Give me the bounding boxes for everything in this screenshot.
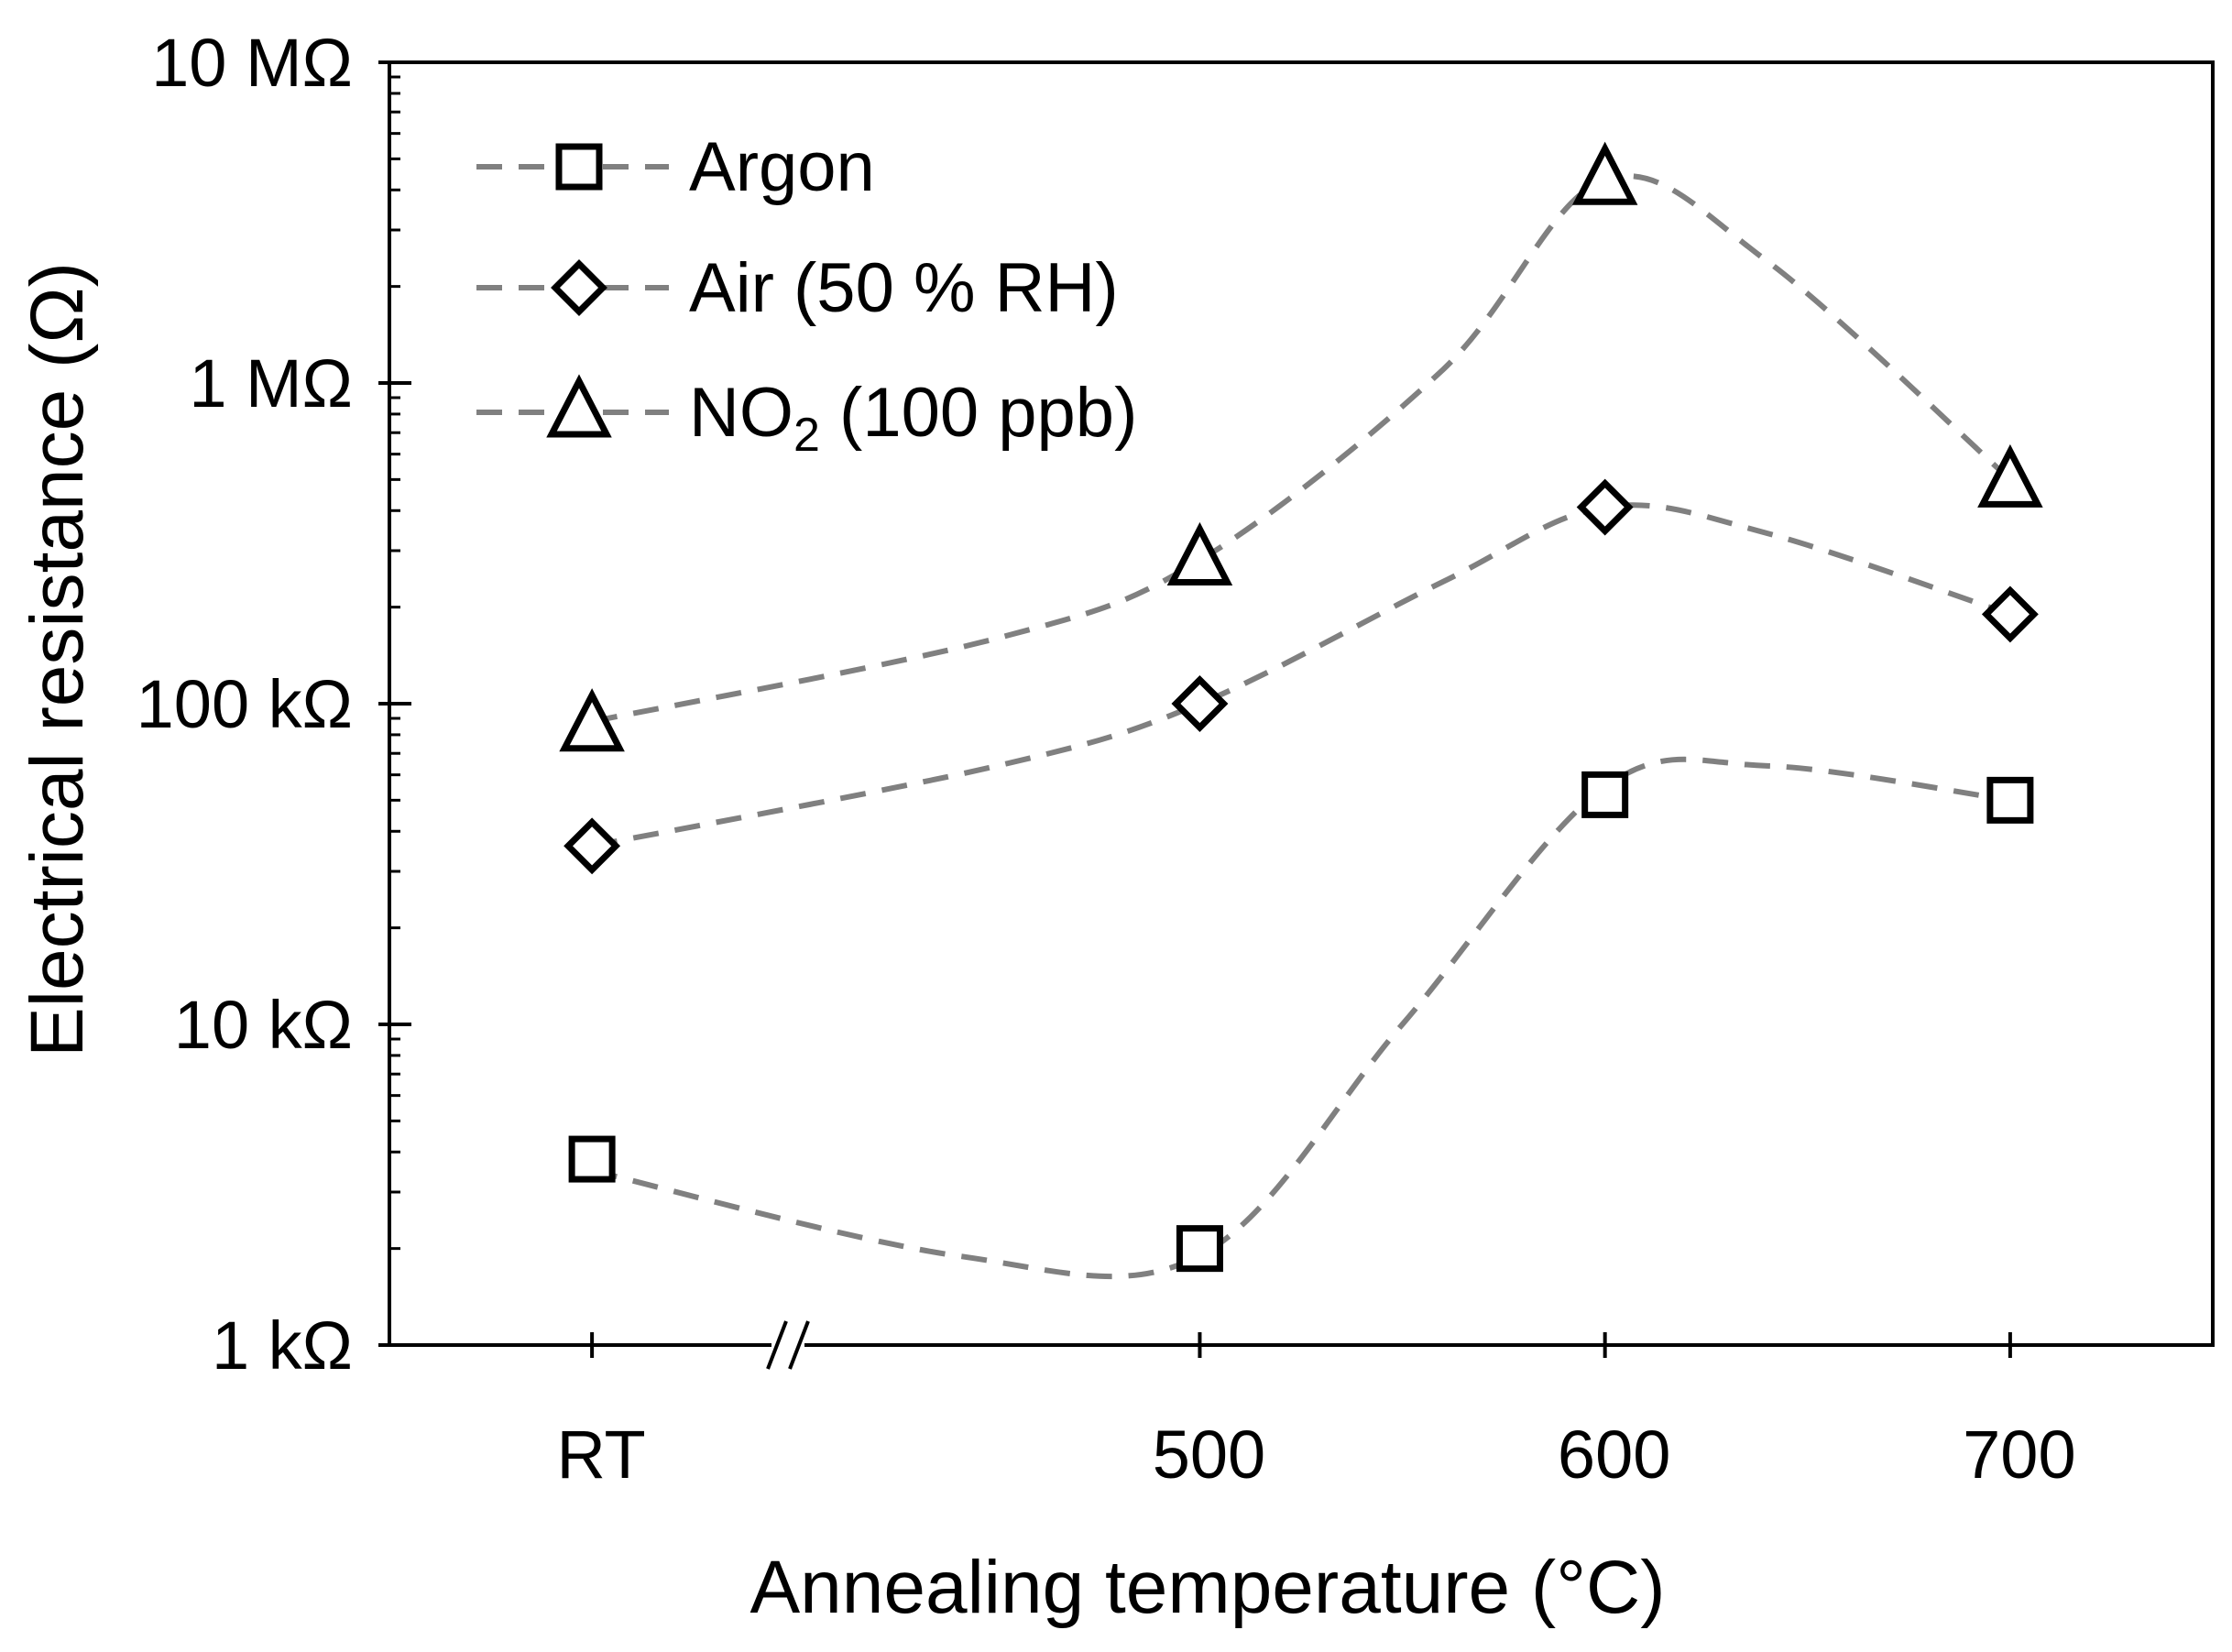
data-point-diamond xyxy=(1171,675,1229,732)
x-tick-label: 700 xyxy=(1963,1417,2075,1493)
data-point-triangle xyxy=(559,688,625,752)
x-axis-title: Annealing temperature (°C) xyxy=(749,1546,1665,1629)
legend-marker-triangle xyxy=(546,374,612,438)
x-axis-ticks: RT 500 600 700 xyxy=(556,1332,2076,1493)
y-tick-label: 10 MΩ xyxy=(151,25,353,101)
data-point-diamond xyxy=(1576,478,1634,536)
axes xyxy=(388,60,2215,1370)
y-axis-title: Electrical resistance (Ω) xyxy=(16,262,99,1057)
legend-label: NO2 (100 ppb) xyxy=(689,374,1137,462)
plot-frame xyxy=(388,60,2215,1347)
x-tick-label: 600 xyxy=(1558,1417,1670,1493)
x-tick-label: 500 xyxy=(1153,1417,1265,1493)
y-tick-label: 1 MΩ xyxy=(189,345,353,421)
data-point-square xyxy=(1581,771,1629,818)
y-tick-label: 10 kΩ xyxy=(174,987,353,1063)
data-point-triangle xyxy=(1977,443,2043,508)
legend-label: Argon xyxy=(689,128,875,206)
legend-marker-square xyxy=(555,143,603,191)
trend-curve xyxy=(591,502,2011,849)
y-tick-label: 1 kΩ xyxy=(212,1307,353,1384)
y-axis-ticks: 1 kΩ 10 kΩ 100 kΩ 1 MΩ 10 MΩ xyxy=(137,25,411,1384)
legend-marker-diamond xyxy=(551,259,607,316)
data-point-square xyxy=(1176,1225,1223,1273)
trend-curves xyxy=(591,173,2012,1280)
x-tick-label: RT xyxy=(556,1417,645,1493)
data-markers xyxy=(559,141,2043,1273)
trend-curve xyxy=(591,756,2011,1280)
data-point-square xyxy=(1986,776,2034,824)
axis-break-mark xyxy=(766,1320,788,1370)
data-point-square xyxy=(568,1135,616,1183)
data-point-diamond xyxy=(1981,585,2039,643)
y-tick-label: 100 kΩ xyxy=(137,666,353,742)
legend: Argon Air (50 % RH) NO2 (100 ppb) xyxy=(476,128,1137,462)
legend-label: Air (50 % RH) xyxy=(689,249,1119,327)
axis-break-mark xyxy=(788,1320,810,1370)
data-point-triangle xyxy=(1166,521,1233,585)
data-point-triangle xyxy=(1571,141,1638,205)
data-point-diamond xyxy=(563,817,621,875)
